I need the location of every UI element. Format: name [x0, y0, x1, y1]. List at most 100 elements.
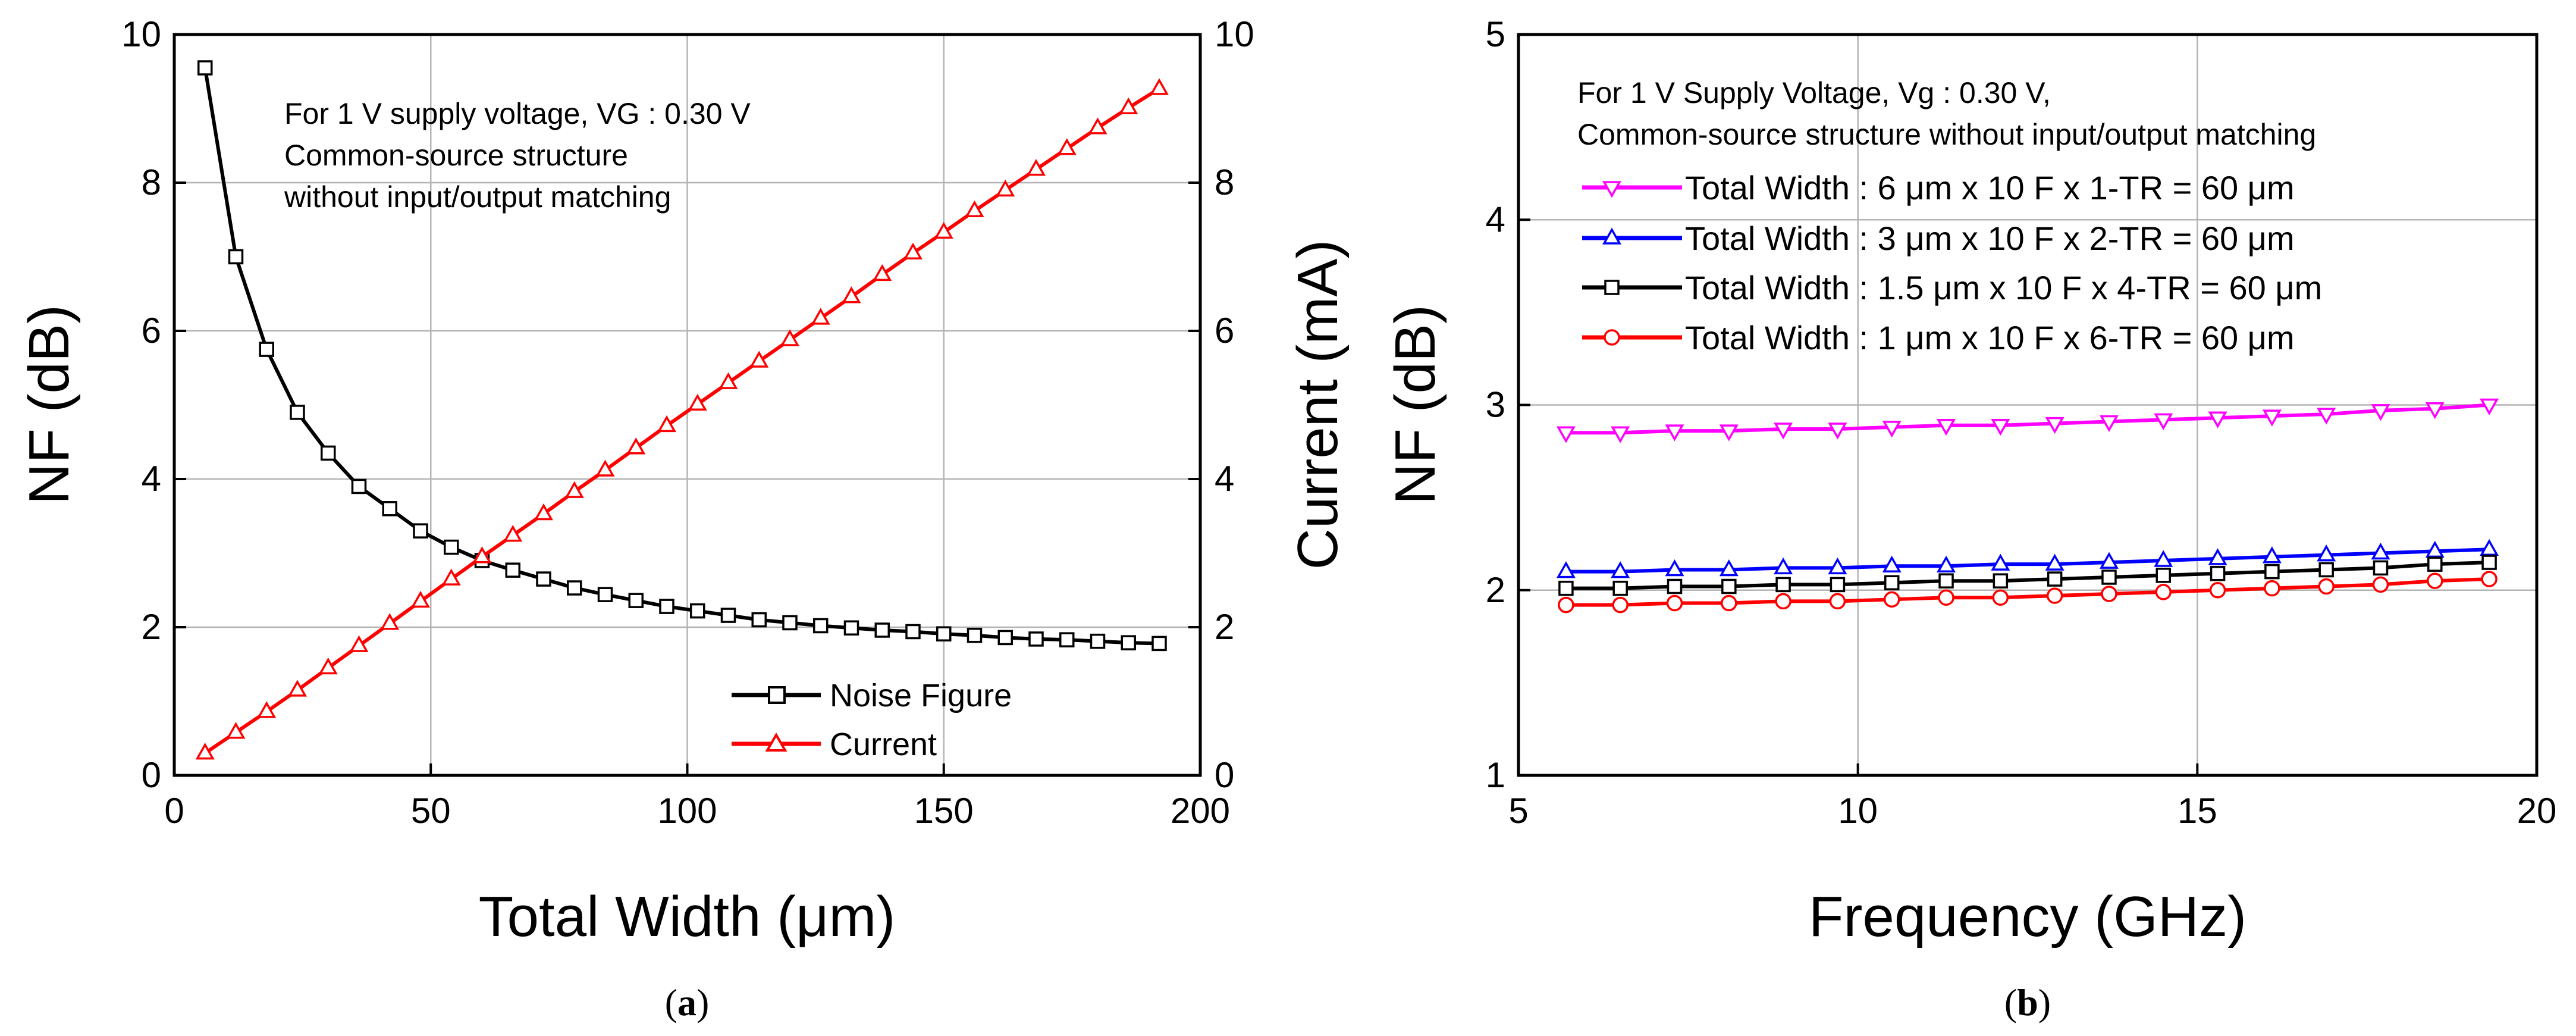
chart-a-point-current [595, 459, 615, 477]
chart-a-point-noise-figure [597, 587, 613, 602]
chart-b-point-total-width-1-m-x-10-f-x-6-tr-60-m [1612, 596, 1629, 614]
chart-b-point-total-width-1-m-x-10-f-x-6-tr-60-m [1666, 594, 1683, 612]
chart-a-point-noise-figure [936, 626, 952, 641]
chart-a-point-current [441, 568, 461, 586]
chart-a-point-current [472, 546, 492, 564]
chart-b-xtick-label: 5 [1508, 791, 1528, 831]
chart-a-point-current [965, 200, 984, 218]
chart-b-point-total-width-1-5-m-x-10-f-x-4-tr-60-m [1721, 578, 1737, 594]
chart-b-point-total-width-1-5-m-x-10-f-x-4-tr-60-m [2210, 565, 2226, 581]
chart-b-point-total-width-1-5-m-x-10-f-x-4-tr-60-m [1993, 573, 2009, 589]
chart-b-point-total-width-6-m-x-10-f-x-1-tr-60-m [1882, 421, 1902, 438]
chart-b-point-total-width-3-m-x-10-f-x-2-tr-60-m [2154, 550, 2173, 567]
chart-b-point-total-width-1-m-x-10-f-x-6-tr-60-m [1721, 594, 1737, 612]
chart-b-point-total-width-6-m-x-10-f-x-1-tr-60-m [1774, 422, 1793, 440]
chart-b-point-total-width-1-m-x-10-f-x-6-tr-60-m [1558, 596, 1574, 614]
chart-a-point-noise-figure [1151, 636, 1167, 652]
chart-a-point-noise-figure [351, 478, 367, 494]
chart-a-point-current [903, 242, 923, 260]
chart-a-ytick-right-label: 2 [1215, 607, 1234, 647]
chart-a-point-current [1088, 117, 1107, 134]
chart-b-point-total-width-1-5-m-x-10-f-x-4-tr-60-m [1938, 573, 1954, 589]
chart-b-point-total-width-1-5-m-x-10-f-x-4-tr-60-m [1558, 580, 1574, 596]
chart-b-point-total-width-6-m-x-10-f-x-1-tr-60-m [1719, 424, 1739, 442]
chart-a-ylabel-right: Current (mA) [1286, 240, 1350, 570]
chart-a-ytick-label: 4 [142, 459, 161, 499]
chart-a-point-current [873, 264, 892, 281]
chart-a-xlabel: Total Width (μm) [479, 885, 896, 949]
chart-b-point-total-width-6-m-x-10-f-x-1-tr-60-m [2262, 409, 2282, 427]
chart-b-point-total-width-3-m-x-10-f-x-2-tr-60-m [1556, 561, 1576, 578]
chart-a-panel-label: (a) [665, 981, 710, 1024]
chart-b-point-total-width-3-m-x-10-f-x-2-tr-60-m [1774, 557, 1793, 575]
chart-a-point-noise-figure [1090, 633, 1106, 649]
chart-a-point-current [380, 613, 400, 630]
chart-b-point-total-width-3-m-x-10-f-x-2-tr-60-m [1611, 561, 1630, 578]
chart-b-point-total-width-1-m-x-10-f-x-6-tr-60-m [2318, 578, 2335, 595]
chart-a-ytick-label: 2 [142, 607, 161, 647]
chart-a-legend-label-noise-figure: Noise Figure [830, 678, 1012, 713]
chart-b-point-total-width-3-m-x-10-f-x-2-tr-60-m [2480, 539, 2499, 556]
chart-b-legend-label-total-width-6-m-x-10-f-x-1-tr-60-m: Total Width : 6 μm x 10 F x 1-TR = 60 μm [1685, 169, 2295, 206]
chart-b-point-total-width-1-5-m-x-10-f-x-4-tr-60-m [1612, 580, 1628, 596]
chart-a-point-current [1027, 159, 1046, 176]
chart-b-xtick-label: 20 [2517, 791, 2557, 831]
chart-a-ytick-right-label: 6 [1215, 311, 1234, 350]
chart-a-xtick-label: 50 [411, 791, 451, 831]
chart-a-point-noise-figure [905, 624, 921, 640]
chart-b-panel-label: (b) [2004, 981, 2051, 1024]
chart-a-point-current [811, 308, 830, 325]
chart-a-legend-label-current: Current [830, 727, 937, 762]
chart-a-point-noise-figure [567, 580, 582, 596]
chart-a-point-noise-figure [690, 603, 705, 619]
chart-b-point-total-width-3-m-x-10-f-x-2-tr-60-m [2371, 542, 2390, 560]
chart-b-point-total-width-1-5-m-x-10-f-x-4-tr-60-m [2373, 560, 2389, 576]
chart-b-point-total-width-1-m-x-10-f-x-6-tr-60-m [2372, 576, 2389, 593]
chart-a-point-noise-figure [259, 342, 274, 357]
chart-a-ytick-right-label: 0 [1215, 755, 1234, 795]
chart-b-point-total-width-3-m-x-10-f-x-2-tr-60-m [2099, 552, 2119, 569]
chart-b-legend-label-total-width-1-m-x-10-f-x-6-tr-60-m: Total Width : 1 μm x 10 F x 6-TR = 60 μm [1685, 319, 2295, 356]
chart-b-point-total-width-3-m-x-10-f-x-2-tr-60-m [1719, 559, 1739, 577]
chart-a-point-noise-figure [967, 627, 983, 643]
chart-b-point-total-width-1-m-x-10-f-x-6-tr-60-m [1775, 593, 1791, 610]
chart-b-legend-marker-total-width-3-m-x-10-f-x-2-tr-60-m [1602, 227, 1621, 245]
chart-a-point-current [226, 722, 246, 739]
chart-b-point-total-width-3-m-x-10-f-x-2-tr-60-m [2208, 548, 2227, 565]
chart-b-point-total-width-6-m-x-10-f-x-1-tr-60-m [1556, 426, 1576, 443]
chart-a-point-noise-figure [1059, 632, 1075, 647]
chart-a-point-current [842, 286, 861, 303]
chart-b-point-total-width-6-m-x-10-f-x-1-tr-60-m [2208, 411, 2227, 428]
chart-a-point-current [349, 635, 369, 652]
chart-b-point-total-width-1-m-x-10-f-x-6-tr-60-m [2155, 584, 2172, 600]
chart-b-annotation-line-2: Common-source structure without input/ou… [1577, 118, 2316, 151]
chart-a-point-noise-figure [813, 618, 829, 634]
chart-b-annotation-line-1: For 1 V Supply Voltage, Vg : 0.30 V, [1577, 76, 2051, 109]
chart-b-legend-marker-total-width-6-m-x-10-f-x-1-tr-60-m [1602, 181, 1621, 198]
chart-b-xtick-label: 10 [1838, 791, 1878, 831]
chart-b-point-total-width-1-m-x-10-f-x-6-tr-60-m [1992, 589, 2009, 606]
chart-b-point-total-width-1-m-x-10-f-x-6-tr-60-m [2481, 571, 2497, 587]
chart-a-ytick-label: 10 [121, 14, 161, 54]
chart-b-xtick-label: 15 [2177, 791, 2217, 831]
chart-b-point-total-width-1-m-x-10-f-x-6-tr-60-m [1829, 593, 1846, 610]
chart-a-point-current [564, 481, 584, 498]
chart-a-point-current [934, 221, 953, 239]
chart-a-annotation-line-1: For 1 V supply voltage, VG : 0.30 V [284, 97, 751, 130]
chart-a-point-current [657, 415, 676, 433]
chart-a-point-noise-figure [720, 608, 736, 623]
chart-b-point-total-width-1-m-x-10-f-x-6-tr-60-m [2209, 582, 2226, 599]
chart-b-series [1556, 398, 2499, 614]
chart-b-point-total-width-6-m-x-10-f-x-1-tr-60-m [2480, 398, 2499, 416]
chart-a-legend: Noise Figure Current [732, 678, 1012, 762]
chart-b-point-total-width-6-m-x-10-f-x-1-tr-60-m [1665, 424, 1684, 442]
chart-a-point-noise-figure [1121, 635, 1136, 650]
chart-b-legend-marker-total-width-1-5-m-x-10-f-x-4-tr-60-m [1604, 280, 1620, 295]
chart-b-point-total-width-1-m-x-10-f-x-6-tr-60-m [2101, 586, 2117, 602]
chart-a-annotation-line-2: Common-source structure [284, 139, 628, 172]
chart-a-point-current [996, 179, 1015, 197]
chart-a-ytick-right-label: 4 [1215, 459, 1234, 499]
